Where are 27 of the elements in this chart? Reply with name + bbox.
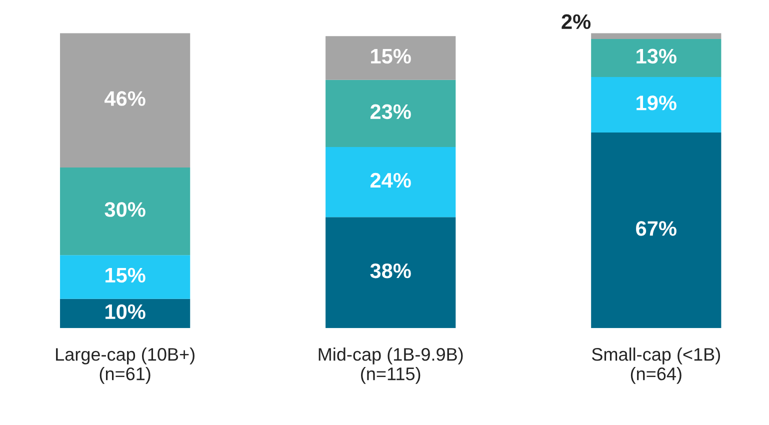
bar — [60, 33, 190, 168]
bar — [326, 217, 456, 328]
data-label: 23% — [370, 104, 411, 120]
bar — [591, 33, 722, 39]
x-tick-label: Mid-cap (1B-9.9B) (n=115) — [318, 348, 463, 384]
bar — [60, 298, 190, 328]
data-label: 38% — [370, 263, 411, 278]
data-label: 13% — [636, 48, 676, 64]
bar — [60, 255, 190, 299]
data-label: 15% — [371, 48, 411, 64]
data-label: 67% — [636, 221, 676, 236]
bar — [326, 36, 456, 80]
bar — [326, 80, 456, 148]
data-label: 24% — [370, 172, 411, 188]
bar — [591, 76, 722, 132]
data-label: 19% — [636, 96, 676, 110]
bar — [591, 38, 722, 77]
bar — [326, 147, 456, 218]
data-label: 10% — [106, 304, 146, 320]
bar — [60, 167, 190, 256]
data-label: 2% — [562, 14, 591, 29]
x-tick-label: Small-cap (<1B) (n=64) — [592, 348, 720, 384]
bar — [591, 132, 722, 328]
data-label: 15% — [106, 268, 146, 283]
data-label: 46% — [104, 91, 146, 106]
data-label: 30% — [104, 202, 146, 217]
x-tick-label: Large-cap (10B+) (n=61) — [56, 348, 194, 384]
